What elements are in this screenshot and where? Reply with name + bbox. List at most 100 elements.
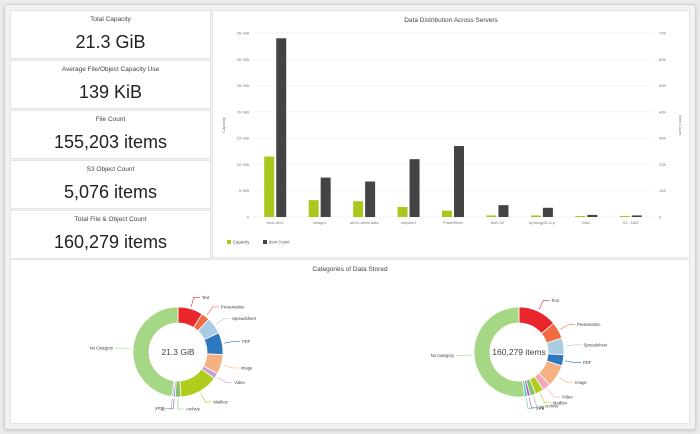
total-count-value: 160,279 items: [53, 232, 168, 252]
bar-chart-title: Data Distribution Across Servers: [404, 17, 498, 24]
capacity-bar[interactable]: [264, 156, 275, 217]
donut-leader-line: [224, 341, 240, 344]
y2-tick-label: 60K: [659, 57, 666, 62]
donut-slice-label: Archive: [545, 404, 560, 409]
donut-slice-label: Spreadsheet: [232, 316, 257, 321]
donut-leader-line: [526, 398, 534, 409]
donut-leader-line: [206, 306, 219, 316]
s3-object-count-label: S3 Object Count: [86, 166, 135, 173]
legend-item-count-label[interactable]: Item Count: [269, 240, 290, 245]
average-capacity-card: Average File/Object Capacity Use 139 KiB: [10, 60, 211, 109]
capacity-bar[interactable]: [353, 201, 364, 217]
donut-slice-label: Mailbox: [213, 399, 228, 404]
capacity-bar[interactable]: [308, 200, 319, 217]
donut-slice[interactable]: [132, 306, 179, 398]
y-tick-label: 30 GiB: [237, 57, 250, 62]
donut-slice-label: Image: [241, 365, 253, 370]
x-tick-label: win01.demo.data: [350, 221, 380, 225]
x-tick-label: linux-dev1: [267, 221, 284, 225]
donut-charts: Text Presentation Spreadsheet PDF Image Video…: [90, 295, 609, 412]
s3-object-count-card: S3 Object Count 5,076 items: [10, 160, 211, 209]
item-count-bar[interactable]: [409, 159, 420, 217]
donut-slice-label: Text: [551, 298, 560, 303]
legend-item-count-swatch: [263, 240, 267, 244]
y-axis-label: Capacity: [221, 117, 226, 133]
donut-slice-label: Video: [562, 395, 573, 400]
donut-leader-line: [177, 399, 184, 410]
donut-chart-title: Categories of Data Stored: [312, 266, 388, 273]
donut-leader-line: [528, 397, 538, 408]
item-count-bar[interactable]: [631, 215, 642, 217]
donut-leader-line: [200, 393, 212, 403]
donut-slice-label: No Category: [431, 353, 455, 358]
donut-leader-line: [533, 396, 543, 407]
capacity-bar[interactable]: [397, 207, 408, 217]
item-count-bar[interactable]: [587, 214, 598, 217]
total-capacity-value: 21.3 GiB: [75, 32, 146, 52]
donut-slice-label: JS: [160, 406, 165, 411]
donut-leader-line: [560, 324, 575, 330]
donut-leader-line: [540, 393, 551, 404]
x-tick-label: PowerStore: [443, 221, 463, 225]
donut-slice-label: Archive: [186, 407, 201, 412]
donut-slice-label: Presentation: [577, 322, 601, 327]
y-tick-label: 0: [247, 215, 250, 220]
y2-tick-label: 50K: [659, 83, 666, 88]
average-capacity-value: 139 KiB: [78, 82, 143, 102]
y-tick-label: 20 GiB: [237, 109, 250, 114]
capacity-bar[interactable]: [442, 210, 452, 217]
capacity-bar[interactable]: [486, 215, 497, 217]
y2-axis-label: Item Count: [678, 115, 683, 135]
y-tick-label: 10 GiB: [237, 162, 250, 167]
donut-leader-line: [190, 296, 200, 307]
donut-slice-label: Presentation: [221, 304, 245, 309]
donut-leader-line: [547, 388, 560, 398]
x-tick-label: synology01.lc.p: [529, 221, 555, 225]
item-count-bar[interactable]: [365, 181, 376, 217]
y2-tick-label: 10K: [659, 188, 666, 193]
item-count-bar[interactable]: [320, 177, 331, 217]
donut-slice-label: JS: [539, 405, 544, 410]
donut-slice-label: Spreadsheet: [584, 342, 609, 347]
donut-slice-label: No Category: [90, 346, 114, 351]
total-count-card: Total File & Object Count 160,279 items: [10, 210, 211, 259]
legend-capacity-swatch: [227, 240, 231, 244]
item-count-bar[interactable]: [542, 207, 553, 217]
x-tick-label: netapp1: [313, 221, 327, 225]
item-count-bar[interactable]: [498, 205, 509, 217]
total-count-label: Total File & Object Count: [74, 216, 147, 223]
donut-leader-line: [217, 376, 233, 383]
donut-leader-line: [115, 347, 132, 350]
legend-capacity-label[interactable]: Capacity: [233, 240, 250, 245]
file-count-card: File Count 155,203 items: [10, 110, 211, 159]
donut-slice-label: PDF: [242, 339, 251, 344]
x-tick-label: S3 - NAS: [623, 221, 639, 225]
donut-leader-line: [538, 300, 550, 310]
donut-slice-label: Video: [234, 380, 245, 385]
item-count-bar[interactable]: [454, 146, 464, 217]
capacity-bar[interactable]: [530, 215, 541, 217]
donut-center-label: 21.3 GiB: [161, 347, 194, 357]
x-tick-label: Misc: [582, 221, 590, 225]
y-tick-label: 25 GiB: [237, 83, 250, 88]
donut-chart-panel: Categories of Data Stored Text Presentati…: [10, 259, 690, 424]
item-count-bar[interactable]: [276, 38, 287, 217]
donut-slice-label: Image: [575, 380, 587, 385]
donut-leader-line: [565, 360, 581, 363]
y-tick-label: 5 GiB: [239, 188, 249, 193]
file-count-value: 155,203 items: [53, 132, 168, 152]
donut-leader-line: [215, 318, 231, 325]
donut-slice-label: Mailbox: [553, 400, 568, 405]
total-capacity-card: Total Capacity 21.3 GiB: [10, 10, 211, 59]
donut-leader-line: [456, 354, 473, 356]
average-capacity-label: Average File/Object Capacity Use: [61, 66, 160, 73]
bar-chart: 35 GiB 30 GiB 25 GiB 20 GiB 15 GiB 10 GiB 5 Gi…: [221, 31, 683, 245]
capacity-bar[interactable]: [619, 215, 630, 217]
donut-slice-label: XPS: [536, 406, 545, 411]
bar-chart-panel: Data Distribution Across Servers 35 GiB 3…: [212, 10, 690, 258]
s3-object-count-value: 5,076 items: [63, 182, 158, 202]
capacity-bar[interactable]: [575, 215, 586, 217]
x-tick-label: objstore1: [401, 221, 417, 225]
donut-slice[interactable]: [473, 306, 526, 398]
y2-tick-label: 20K: [659, 162, 666, 167]
